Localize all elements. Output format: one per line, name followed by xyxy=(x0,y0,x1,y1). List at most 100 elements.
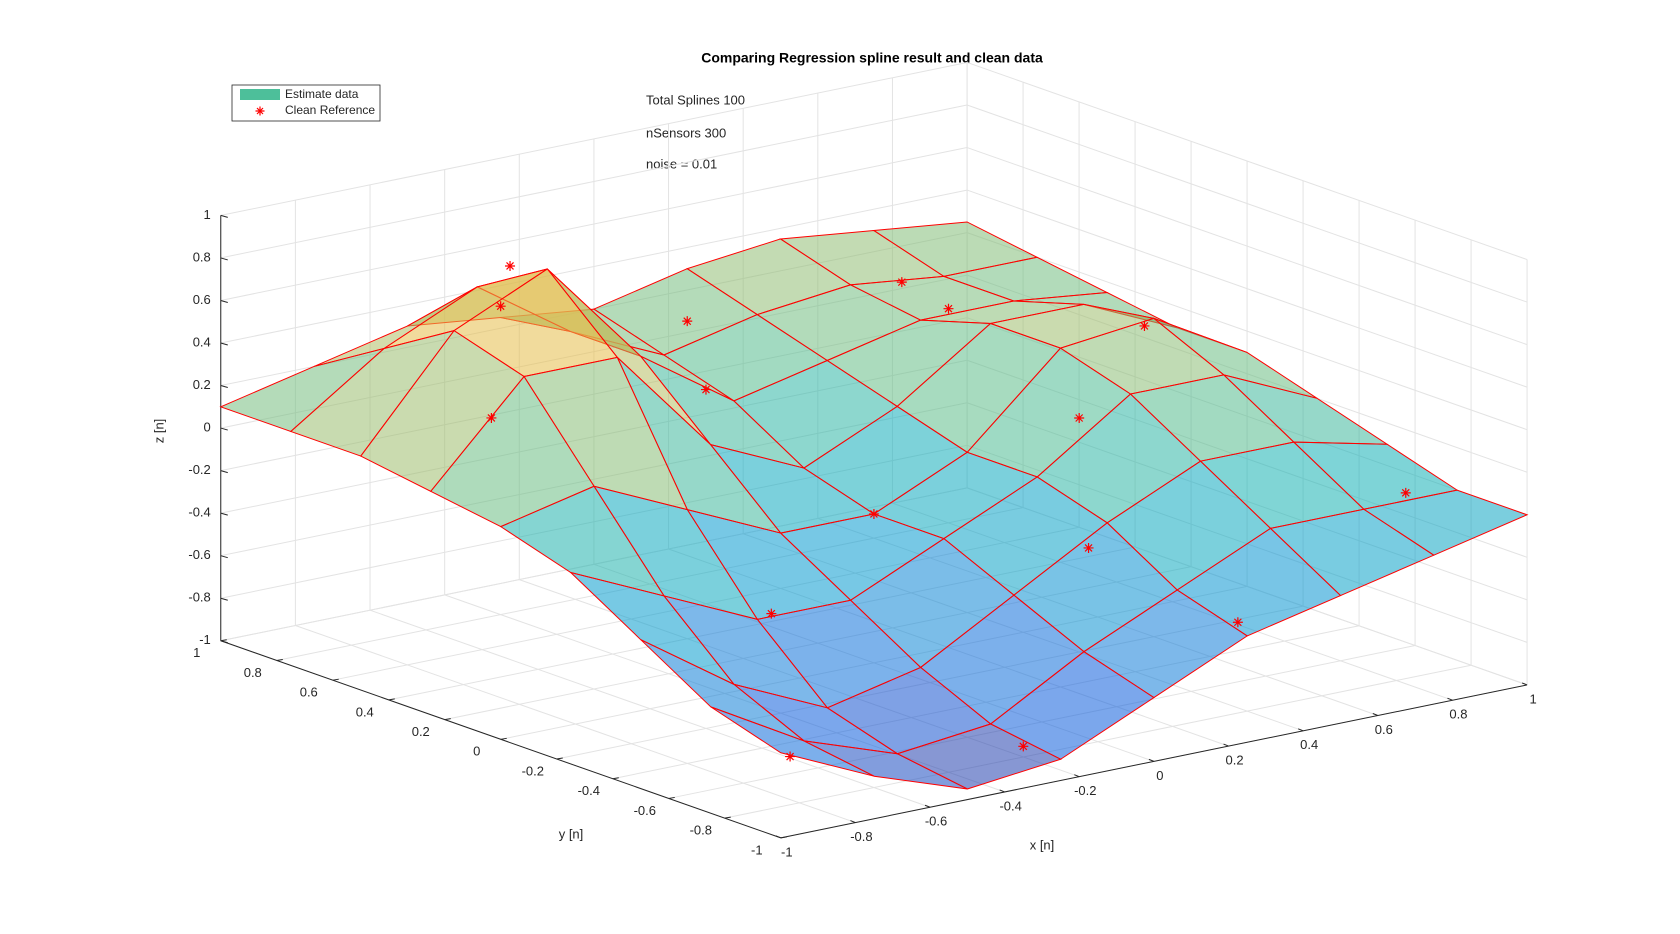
z-tick-label: 0.8 xyxy=(193,249,211,264)
reference-point xyxy=(505,260,516,271)
tick-mark xyxy=(276,658,283,661)
z-tick-label: -0.2 xyxy=(188,462,210,477)
chart-title: Comparing Regression spline result and c… xyxy=(701,50,1043,66)
z-tick-label: 0.2 xyxy=(193,377,211,392)
x-tick-label: -0.8 xyxy=(850,829,872,844)
x-tick-label: 0.4 xyxy=(1300,737,1318,752)
z-tick-label: -1 xyxy=(199,632,211,647)
tick-mark xyxy=(724,816,731,819)
reference-point xyxy=(682,316,693,327)
legend-swatch xyxy=(255,106,265,116)
tick-mark xyxy=(1148,758,1155,762)
tick-mark xyxy=(780,836,787,839)
y-tick-label: -0.2 xyxy=(522,763,544,778)
grid-line xyxy=(220,189,968,344)
reference-point xyxy=(1232,617,1243,628)
grid-line xyxy=(220,61,968,216)
tick-mark xyxy=(332,678,339,681)
grid-line xyxy=(966,189,1528,388)
z-tick-label: 0.4 xyxy=(193,334,211,349)
x-tick-label: -1 xyxy=(781,844,793,859)
tick-mark xyxy=(1297,728,1304,732)
tick-mark xyxy=(500,737,507,740)
grid-line xyxy=(966,147,1528,346)
y-tick-label: -0.8 xyxy=(690,823,712,838)
tick-mark xyxy=(220,257,228,261)
grid-line xyxy=(220,147,968,301)
annotation: nSensors 300 xyxy=(646,125,726,140)
tick-mark xyxy=(444,718,451,721)
reference-point xyxy=(700,384,711,395)
grid-line xyxy=(220,104,968,259)
tick-mark xyxy=(1447,697,1453,701)
x-tick-label: 0.6 xyxy=(1375,722,1393,737)
y-tick-label: -1 xyxy=(751,842,763,857)
surface-patch xyxy=(710,706,875,777)
tick-mark xyxy=(612,777,619,780)
tick-mark xyxy=(850,820,856,824)
reference-point xyxy=(896,277,907,288)
x-tick-label: -0.6 xyxy=(925,814,947,829)
reference-point xyxy=(868,508,879,519)
annotation: Total Splines 100 xyxy=(646,92,745,107)
grid-line xyxy=(966,104,1528,303)
y-tick-label: 0.6 xyxy=(300,685,318,700)
tick-mark xyxy=(1372,713,1379,716)
tick-mark xyxy=(220,512,228,516)
tick-mark xyxy=(1521,682,1528,686)
reference-point xyxy=(486,412,497,423)
legend: Estimate data Clean Reference xyxy=(231,84,381,122)
y-tick-label: -0.4 xyxy=(578,783,600,798)
tick-mark xyxy=(556,757,563,760)
tick-mark xyxy=(924,804,931,808)
tick-mark xyxy=(220,342,228,346)
reference-point xyxy=(785,751,796,762)
reference-point xyxy=(495,301,506,312)
grid-line xyxy=(966,232,1528,431)
tick-mark xyxy=(220,299,228,303)
tick-mark xyxy=(668,796,675,799)
reference-point xyxy=(766,608,777,619)
x-tick-label: 0 xyxy=(1156,768,1163,783)
z-tick-label: 1 xyxy=(204,207,211,222)
z-axis-label: z [n] xyxy=(151,419,166,444)
reference-point xyxy=(1018,741,1029,752)
x-tick-label: -0.2 xyxy=(1074,783,1096,798)
z-tick-label: 0.6 xyxy=(193,292,211,307)
tick-mark xyxy=(999,789,1005,793)
reference-point xyxy=(1400,487,1411,498)
legend-label: Estimate data xyxy=(285,87,359,101)
tick-mark xyxy=(1074,774,1080,778)
legend-swatch xyxy=(240,89,280,100)
reference-point xyxy=(943,303,954,314)
z-tick-label: 0 xyxy=(204,420,211,435)
z-tick-label: -0.6 xyxy=(188,547,210,562)
reference-point xyxy=(1139,320,1150,331)
x-tick-label: 0.8 xyxy=(1449,707,1467,722)
y-tick-label: 0.2 xyxy=(412,724,430,739)
y-tick-label: 0.4 xyxy=(356,704,374,719)
grid-line xyxy=(966,61,1528,261)
x-tick-label: 0.2 xyxy=(1226,753,1244,768)
reference-point xyxy=(1083,542,1094,553)
y-axis-label: y [n] xyxy=(559,826,584,841)
x-tick-label: -0.4 xyxy=(999,798,1021,813)
tick-mark xyxy=(775,835,781,839)
tick-mark xyxy=(1223,743,1229,747)
y-tick-label: 1 xyxy=(193,645,200,660)
tick-mark xyxy=(220,214,228,218)
y-tick-label: 0 xyxy=(473,744,480,759)
legend-label: Clean Reference xyxy=(285,103,375,117)
tick-mark xyxy=(220,597,228,601)
y-tick-label: -0.6 xyxy=(634,803,656,818)
y-tick-label: 0.8 xyxy=(244,665,262,680)
x-axis-label: x [n] xyxy=(1030,837,1055,852)
reference-point xyxy=(1074,413,1085,424)
grid-line xyxy=(724,664,1472,819)
tick-mark xyxy=(220,385,228,389)
tick-mark xyxy=(220,640,228,644)
tick-mark xyxy=(220,555,228,559)
z-tick-label: -0.8 xyxy=(188,590,210,605)
tick-mark xyxy=(220,470,228,474)
